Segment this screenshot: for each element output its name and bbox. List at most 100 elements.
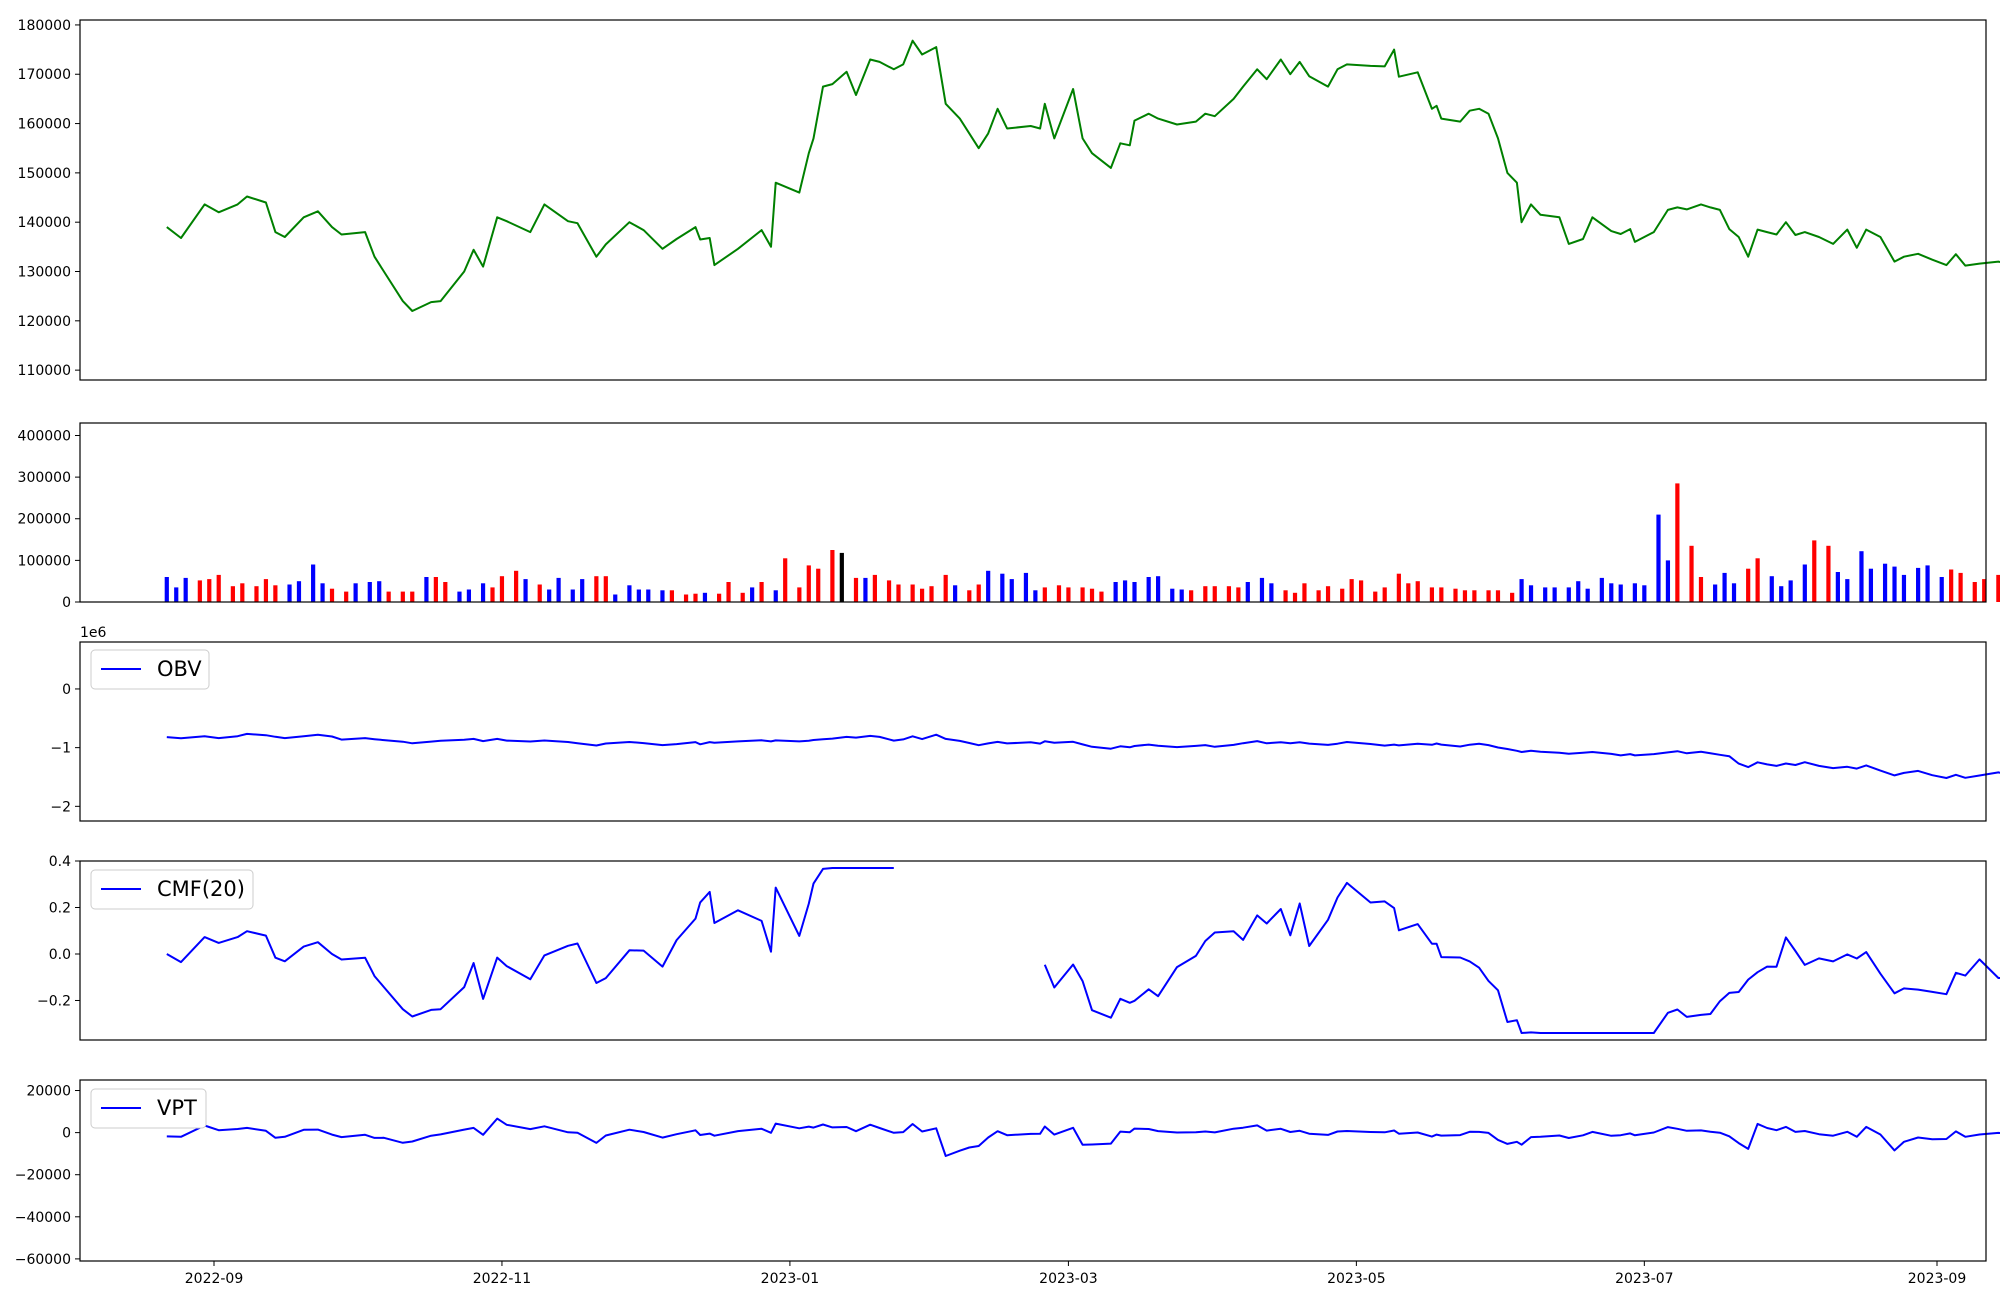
volume-bar	[1000, 573, 1005, 602]
volume-bar	[1283, 590, 1288, 602]
volume-bar	[514, 570, 519, 602]
volume-bar	[490, 587, 495, 602]
volume-bar	[1486, 590, 1491, 602]
y-tick-label: 200000	[18, 512, 71, 528]
volume-bar	[910, 584, 915, 602]
y-tick-label: 400000	[18, 428, 71, 444]
volume-bar	[1972, 582, 1977, 602]
volume-bar	[1453, 588, 1458, 602]
price-y-ticks: 110000 120000 130000 140000 150000 160000 1700…	[18, 18, 80, 379]
volume-bar	[1132, 582, 1137, 602]
cmf-plot-area	[166, 867, 2000, 1034]
volume-bar	[943, 574, 948, 602]
volume-bar	[1665, 560, 1671, 602]
volume-bar	[986, 570, 991, 602]
volume-bar	[872, 574, 877, 602]
volume-bar	[353, 583, 358, 602]
volume-bar	[953, 585, 958, 602]
vpt-legend-box	[90, 1088, 207, 1129]
y-tick-label: −60000	[15, 1252, 71, 1268]
y-tick-label: −40000	[15, 1210, 71, 1226]
y-tick-label: 170000	[18, 67, 71, 83]
volume-bar	[1212, 586, 1217, 602]
date-x-ticks: 2022-09 2022-11 2023-01 2023-03 2023-05 2023-…	[185, 1261, 1966, 1287]
volume-bar	[1189, 590, 1194, 602]
volume-bar	[646, 589, 651, 602]
obv-legend-box	[90, 649, 210, 690]
volume-bar	[377, 581, 382, 602]
volume-bar	[164, 577, 169, 602]
volume-bar	[556, 577, 561, 602]
y-tick-label: 0.0	[49, 947, 71, 963]
volume-bar	[863, 577, 868, 602]
volume-bar	[603, 576, 608, 602]
obv-legend-label: OBV	[157, 657, 202, 681]
volume-bar	[1632, 583, 1637, 602]
y-tick-label: 100000	[18, 553, 71, 569]
volume-bar	[886, 580, 892, 602]
cmf-line	[166, 867, 894, 1018]
volume-bar	[410, 591, 415, 602]
volume-bar	[1429, 587, 1434, 602]
volume-bar	[547, 589, 552, 602]
volume-bar	[344, 591, 349, 602]
volume-bar	[1146, 577, 1151, 602]
x-tick-label: 2022-09	[185, 1271, 244, 1287]
volume-bar	[1552, 587, 1557, 602]
volume-bar	[613, 594, 618, 602]
volume-bar	[1009, 579, 1014, 602]
cmf-panel: 0.4 0.2 0.0 −0.2 CMF(20)	[37, 854, 2000, 1041]
volume-bar	[523, 579, 528, 602]
volume-bar	[400, 591, 405, 602]
volume-bar	[1179, 589, 1184, 602]
volume-bar	[216, 574, 221, 602]
y-tick-label: 300000	[18, 470, 71, 486]
volume-bar	[1462, 590, 1468, 602]
volume-bar	[1292, 592, 1298, 602]
volume-bar	[1982, 579, 1987, 602]
volume-bar	[1769, 576, 1774, 602]
volume-bar	[702, 592, 708, 602]
volume-bar	[1585, 588, 1590, 602]
volume-bar	[976, 584, 981, 602]
cmf-legend-box	[90, 869, 254, 910]
price-axes-frame	[79, 19, 1987, 381]
y-tick-label: 0	[62, 1126, 71, 1142]
volume-bar	[594, 576, 599, 602]
volume-bar	[806, 565, 811, 602]
volume-bar	[197, 580, 202, 602]
y-tick-label: −20000	[15, 1168, 71, 1184]
volume-bar	[443, 582, 448, 602]
volume-bar	[311, 564, 316, 602]
volume-bar	[1835, 572, 1840, 602]
volume-bar	[816, 568, 821, 602]
volume-bar	[1349, 579, 1354, 602]
cmf-legend: CMF(20)	[90, 869, 254, 910]
y-tick-label: 20000	[26, 1084, 71, 1100]
volume-bar	[537, 584, 542, 602]
volume-bar	[1122, 580, 1128, 602]
volume-bar	[636, 589, 641, 602]
volume-bar	[1599, 577, 1604, 602]
volume-bar	[1618, 584, 1623, 602]
volume-bar	[174, 587, 179, 602]
volume-bar	[1316, 590, 1321, 602]
volume-bar	[1415, 581, 1420, 602]
volume-bar	[627, 585, 632, 602]
volume-bar	[1845, 579, 1850, 602]
volume-bar	[1916, 567, 1921, 602]
volume-bar	[797, 587, 802, 602]
volume-bar	[1788, 580, 1793, 602]
volume-bar	[273, 585, 278, 602]
volume-bar	[929, 586, 934, 602]
volume-bar	[1576, 581, 1581, 602]
volume-bar	[919, 588, 925, 602]
y-tick-label: 110000	[18, 363, 71, 379]
volume-bar	[499, 576, 505, 602]
volume-bar	[457, 591, 462, 602]
x-tick-label: 2023-07	[1615, 1271, 1674, 1287]
volume-bar	[254, 586, 259, 602]
obv-line	[166, 732, 2000, 779]
volume-bar	[1113, 582, 1118, 602]
